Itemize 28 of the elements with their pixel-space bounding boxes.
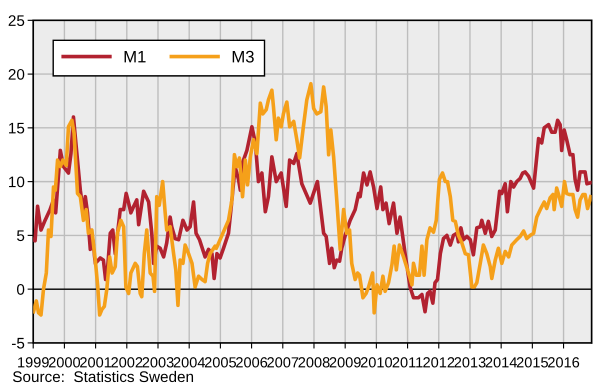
x-tick-label: 2010: [360, 357, 392, 368]
x-tick-label: 2003: [142, 357, 174, 368]
legend-label: M1: [124, 50, 146, 62]
x-tick-label: 2009: [330, 357, 361, 368]
legend-label: M3: [232, 50, 254, 63]
y-tick-label: 20: [8, 68, 24, 80]
x-tick-label: 2007: [267, 357, 298, 368]
x-tick-label: 2000: [48, 357, 80, 368]
y-tick-label: -5: [12, 338, 24, 349]
y-tick-label: 0: [16, 284, 24, 295]
x-tick-label: 2014: [486, 357, 517, 368]
y-tick-label: 25: [8, 15, 24, 26]
x-tick-label: 2001: [80, 357, 112, 368]
x-tick-label: 2012: [423, 357, 454, 368]
x-tick-label: 1999: [18, 357, 49, 368]
x-tick-label: 2006: [236, 357, 268, 368]
x-tick-label: 2005: [204, 357, 236, 368]
x-tick-label: 2008: [298, 357, 330, 368]
x-tick-label: 2013: [454, 357, 486, 368]
x-tick-label: 2004: [174, 357, 205, 368]
x-tick-label: 2002: [111, 357, 142, 368]
y-tick-label: 15: [9, 122, 24, 134]
x-tick-label: 2016: [548, 357, 580, 368]
source-note: Source: Statistics Sweden: [12, 370, 194, 382]
x-tick-label: 2015: [516, 357, 548, 368]
x-tick-label: 2011: [392, 357, 423, 368]
y-tick-label: 5: [16, 230, 24, 242]
y-tick-label: 10: [9, 176, 24, 188]
